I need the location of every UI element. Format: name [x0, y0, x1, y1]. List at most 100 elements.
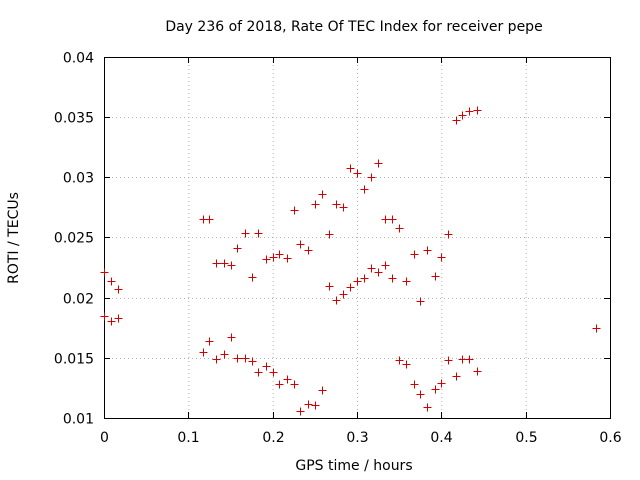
- data-point: [212, 355, 221, 364]
- data-point: [269, 368, 278, 377]
- data-point: [220, 350, 229, 359]
- y-tick-label: 0.015: [54, 352, 94, 368]
- data-point: [199, 348, 208, 357]
- data-point: [262, 362, 271, 371]
- data-point: [233, 244, 242, 253]
- data-point: [473, 106, 482, 115]
- data-point: [241, 354, 250, 363]
- x-tick-label: 0.5: [515, 430, 537, 446]
- data-point: [388, 215, 397, 224]
- x-axis-label: GPS time / hours: [295, 458, 412, 474]
- data-point: [374, 268, 383, 277]
- data-point: [269, 253, 278, 262]
- y-tick-label: 0.01: [63, 412, 94, 428]
- data-point: [100, 312, 109, 321]
- data-point: [592, 324, 601, 333]
- data-point: [360, 274, 369, 283]
- data-point: [304, 400, 313, 409]
- data-point: [311, 200, 320, 209]
- data-point: [107, 277, 116, 286]
- data-point: [283, 375, 292, 384]
- data-point: [367, 264, 376, 273]
- data-point: [367, 173, 376, 182]
- data-point: [220, 259, 229, 268]
- data-point: [465, 355, 474, 364]
- chart-title: Day 236 of 2018, Rate Of TEC Index for r…: [165, 19, 542, 35]
- y-tick-label: 0.03: [63, 171, 94, 187]
- x-tick-label: 0.2: [262, 430, 284, 446]
- data-point: [325, 282, 334, 291]
- data-point: [290, 380, 299, 389]
- data-point: [444, 230, 453, 239]
- data-point: [452, 116, 461, 125]
- data-point: [423, 246, 432, 255]
- data-point: [283, 254, 292, 263]
- data-point: [431, 385, 440, 394]
- x-axis: 0 0.1 0.2 0.3 0.4 0.5 0.6: [100, 57, 622, 446]
- data-point: [212, 259, 221, 268]
- data-point: [304, 246, 313, 255]
- data-point: [100, 268, 109, 277]
- data-point: [233, 354, 242, 363]
- data-point: [205, 337, 214, 346]
- data-point: [437, 379, 446, 388]
- data-point: [318, 386, 327, 395]
- data-point: [114, 314, 123, 323]
- data-point: [332, 200, 341, 209]
- x-tick-label: 0.6: [599, 430, 621, 446]
- data-point: [444, 356, 453, 365]
- data-point: [381, 215, 390, 224]
- data-point: [227, 333, 236, 342]
- x-tick-label: 0.4: [430, 430, 452, 446]
- data-point: [332, 296, 341, 305]
- data-point: [395, 224, 404, 233]
- data-point: [360, 185, 369, 194]
- data-point: [248, 273, 257, 282]
- y-tick-label: 0.035: [54, 111, 94, 127]
- data-point: [473, 367, 482, 376]
- data-point: [262, 255, 271, 264]
- data-point: [325, 230, 334, 239]
- data-point: [402, 277, 411, 286]
- y-tick-label: 0.04: [63, 51, 94, 67]
- data-point: [395, 356, 404, 365]
- y-tick-label: 0.02: [63, 292, 94, 308]
- data-point: [254, 368, 263, 377]
- data-point: [388, 274, 397, 283]
- data-point: [381, 261, 390, 270]
- data-point: [296, 240, 305, 249]
- data-point: [241, 229, 250, 238]
- data-points: [100, 106, 601, 416]
- data-point: [248, 357, 257, 366]
- data-point: [227, 261, 236, 270]
- data-point: [353, 169, 362, 178]
- data-point: [452, 372, 461, 381]
- data-point: [318, 190, 327, 199]
- y-axis-label: ROTI / TECUs: [6, 192, 22, 284]
- data-point: [346, 283, 355, 292]
- data-point: [275, 380, 284, 389]
- data-point: [107, 317, 116, 326]
- data-point: [254, 229, 263, 238]
- data-point: [465, 107, 474, 116]
- y-axis: 0.01 0.015 0.02 0.025 0.03 0.035 0.04: [54, 51, 610, 428]
- data-point: [353, 277, 362, 286]
- data-point: [346, 164, 355, 173]
- data-point: [458, 355, 467, 364]
- data-point: [114, 285, 123, 294]
- data-point: [339, 203, 348, 212]
- grid-lines: [104, 57, 610, 418]
- data-point: [339, 290, 348, 299]
- y-tick-label: 0.025: [54, 231, 94, 247]
- data-point: [311, 401, 320, 410]
- data-point: [431, 272, 440, 281]
- data-point: [402, 360, 411, 369]
- data-point: [410, 380, 419, 389]
- data-point: [275, 250, 284, 259]
- data-point: [410, 250, 419, 259]
- data-point: [374, 159, 383, 168]
- data-point: [423, 403, 432, 412]
- data-point: [416, 390, 425, 399]
- data-point: [290, 206, 299, 215]
